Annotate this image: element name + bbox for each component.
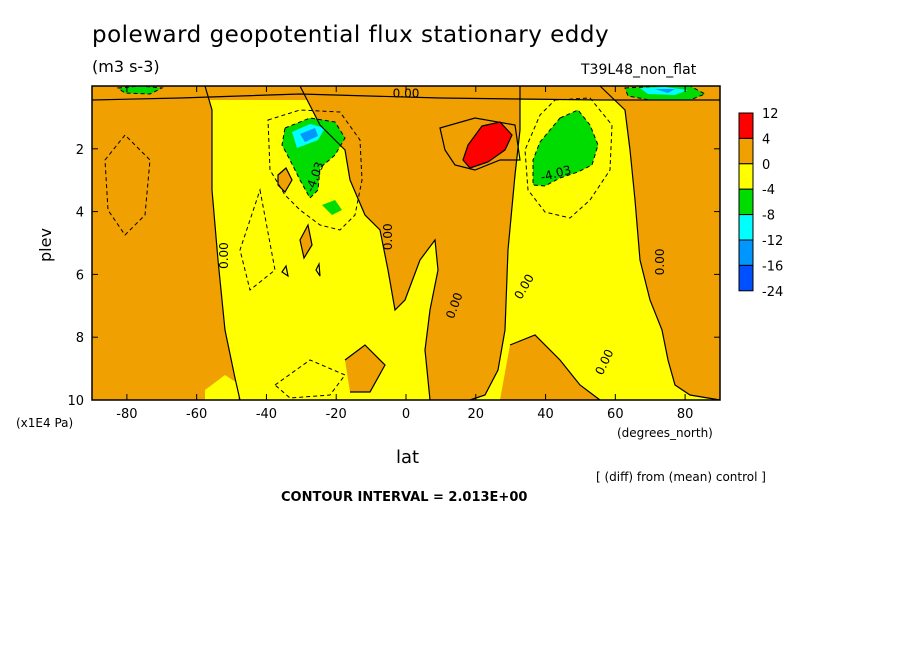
zero-contour-2: [469, 86, 521, 401]
x-axis-ticks: -80 -60 -40 -20 0 20 40 60 80: [116, 86, 693, 422]
zero-contour-7: [344, 344, 386, 393]
x-tick-label: 60: [607, 407, 624, 422]
contour-fills: [92, 86, 720, 400]
colorbar-label: -4: [762, 183, 775, 198]
contour-label: 0.00: [653, 248, 667, 275]
zero-contour-11: [315, 261, 321, 277]
x-tick-label: -60: [186, 407, 207, 422]
contour-region-4: [500, 335, 600, 400]
colorbar-swatch: [738, 163, 754, 190]
x-axis-unit: (degrees_north): [617, 426, 713, 440]
x-tick-label: 0: [402, 407, 410, 422]
colorbar: 12 4 0 -4 -8 -12 -16 -24: [738, 107, 783, 300]
negative-contour-3: [267, 109, 363, 231]
y-tick-label: 2: [76, 143, 84, 158]
colorbar-label: -16: [762, 259, 783, 274]
contour-label: 0.00: [381, 223, 395, 250]
contour-region-1: [300, 86, 520, 400]
zero-contour-5: [439, 117, 521, 171]
negative-contour-7: [624, 85, 707, 101]
contour-region-5: [345, 345, 385, 392]
colorbar-label: 12: [762, 107, 779, 122]
negative-contour-lines: [104, 85, 707, 399]
contour-region-16: [300, 128, 318, 142]
contour-region-7: [205, 375, 240, 400]
x-tick-label: -40: [256, 407, 277, 422]
contour-region-3: [92, 86, 720, 100]
x-tick-label: -20: [326, 407, 347, 422]
contour-region-2: [600, 86, 720, 400]
zero-contour-9: [299, 223, 313, 260]
colorbar-swatch: [738, 188, 754, 216]
zero-contour-8: [277, 167, 293, 193]
contour-region-6: [170, 368, 186, 395]
y-tick-label: 4: [76, 206, 84, 221]
x-tick-label: -80: [116, 407, 137, 422]
contour-label: 0.00: [217, 242, 231, 269]
zero-contour-1: [299, 85, 439, 401]
colorbar-label: -12: [762, 234, 783, 249]
contour-label: 0.00: [393, 86, 420, 100]
zero-contour-10: [281, 264, 289, 278]
colorbar-label: 0: [762, 158, 770, 173]
x-tick-label: 40: [537, 407, 554, 422]
negative-contour-2: [281, 117, 346, 199]
y-axis-unit: (x1E4 Pa): [16, 416, 74, 430]
comparison-note: [ (diff) from (mean) control ]: [596, 470, 766, 484]
negative-contour-4: [104, 134, 151, 236]
colorbar-label: -8: [762, 209, 775, 224]
colorbar-label: 4: [762, 132, 770, 147]
zero-contour-6: [509, 334, 601, 401]
contour-lines: [91, 85, 721, 401]
contour-interval: CONTOUR INTERVAL = 2.013E+00: [281, 490, 528, 505]
zero-contour-12: [91, 93, 720, 101]
colorbar-swatch: [738, 112, 754, 139]
zero-contour-0: [204, 85, 241, 401]
negative-contour-1: [524, 97, 613, 219]
negative-contour-5: [239, 188, 276, 291]
negative-contour-8: [116, 85, 164, 95]
contour-region-8: [463, 122, 512, 168]
colorbar-swatch: [738, 214, 754, 241]
colorbar-swatch: [738, 264, 754, 292]
colorbar-label: -24: [762, 285, 783, 300]
x-tick-label: 80: [677, 407, 694, 422]
y-tick-label: 10: [67, 394, 84, 409]
zero-contour-3: [599, 85, 721, 401]
contour-region-13: [118, 86, 162, 94]
y-tick-label: 8: [76, 331, 84, 346]
y-axis-label: plev: [36, 228, 55, 262]
colorbar-swatch: [738, 239, 754, 266]
colorbar-swatch: [738, 137, 754, 165]
run-id: T39L48_non_flat: [581, 62, 697, 78]
y-axis-ticks: 2 4 6 8 10: [67, 143, 720, 409]
contour-region-9: [533, 110, 598, 186]
contour-region-11: [322, 200, 342, 215]
x-tick-label: 20: [468, 407, 485, 422]
chart-units: (m3 s-3): [92, 57, 160, 76]
negative-contour-0: [532, 109, 599, 187]
y-tick-label: 6: [76, 268, 84, 283]
negative-contour-6: [274, 359, 346, 399]
chart-title: poleward geopotential flux stationary ed…: [92, 22, 610, 48]
x-axis-label: lat: [396, 447, 420, 468]
contour-region-17: [655, 89, 675, 93]
zero-contour-4: [462, 121, 513, 169]
contour-region-0: [92, 86, 240, 400]
